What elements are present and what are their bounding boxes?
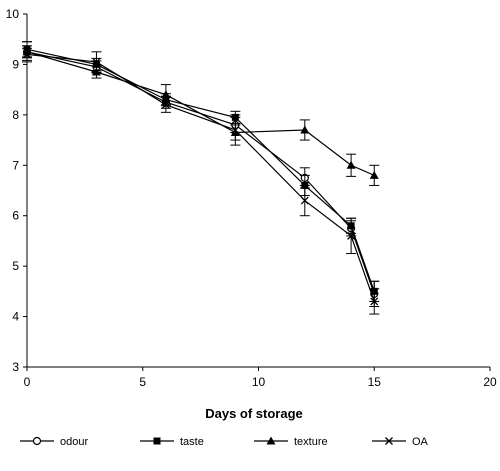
data-point-texture (369, 170, 379, 179)
x-tick-label: 0 (24, 375, 31, 389)
series-layer (22, 41, 380, 315)
legend-label-oa: OA (412, 436, 429, 448)
legend-item-texture: texture (254, 436, 328, 448)
data-point-texture (161, 90, 171, 99)
series-line-texture (26, 51, 375, 176)
series-taste (22, 41, 380, 302)
series-oa (22, 47, 380, 315)
legend: odour taste texture OA (20, 436, 429, 448)
x-axis-title: Days of storage (205, 406, 303, 421)
data-point-oa (231, 126, 240, 134)
data-point-oa (92, 57, 101, 66)
legend-marker-texture (266, 436, 276, 445)
series-line-oa (26, 53, 375, 302)
x-tick-label: 15 (368, 375, 382, 389)
legend-label-taste: taste (180, 436, 204, 448)
legend-label-odour: odour (60, 436, 88, 448)
y-axis-ticks: 3 4 5 6 7 8 9 10 (6, 7, 27, 374)
legend-marker-odour (32, 436, 42, 446)
series-texture (22, 45, 380, 186)
data-point-texture (300, 125, 310, 134)
legend-item-odour: odour (20, 436, 88, 448)
y-tick-label: 10 (6, 7, 20, 21)
x-axis-ticks: 0 5 10 15 20 (24, 367, 497, 389)
y-tick-label: 7 (12, 158, 19, 172)
data-point-oa (300, 196, 309, 205)
x-tick-label: 10 (252, 375, 266, 389)
legend-item-taste: taste (140, 436, 204, 448)
y-tick-label: 6 (12, 209, 19, 223)
series-line-odour (26, 51, 375, 295)
y-tick-label: 9 (12, 57, 19, 71)
y-tick-label: 5 (12, 259, 19, 273)
x-tick-label: 20 (483, 375, 497, 389)
data-point-oa (161, 100, 170, 109)
data-point-texture (346, 160, 356, 169)
legend-marker-oa (385, 437, 393, 445)
legend-label-texture: texture (294, 436, 328, 448)
legend-item-oa: OA (372, 436, 429, 448)
x-tick-label: 5 (139, 375, 146, 389)
data-point-oa (23, 50, 31, 59)
series-odour (22, 41, 380, 307)
data-point-oa (347, 231, 356, 240)
data-point-oa (370, 297, 379, 306)
y-tick-label: 4 (12, 310, 19, 324)
y-tick-label: 8 (12, 108, 19, 122)
series-line-taste (26, 48, 375, 292)
legend-marker-taste (153, 437, 161, 445)
y-tick-label: 3 (12, 360, 19, 374)
